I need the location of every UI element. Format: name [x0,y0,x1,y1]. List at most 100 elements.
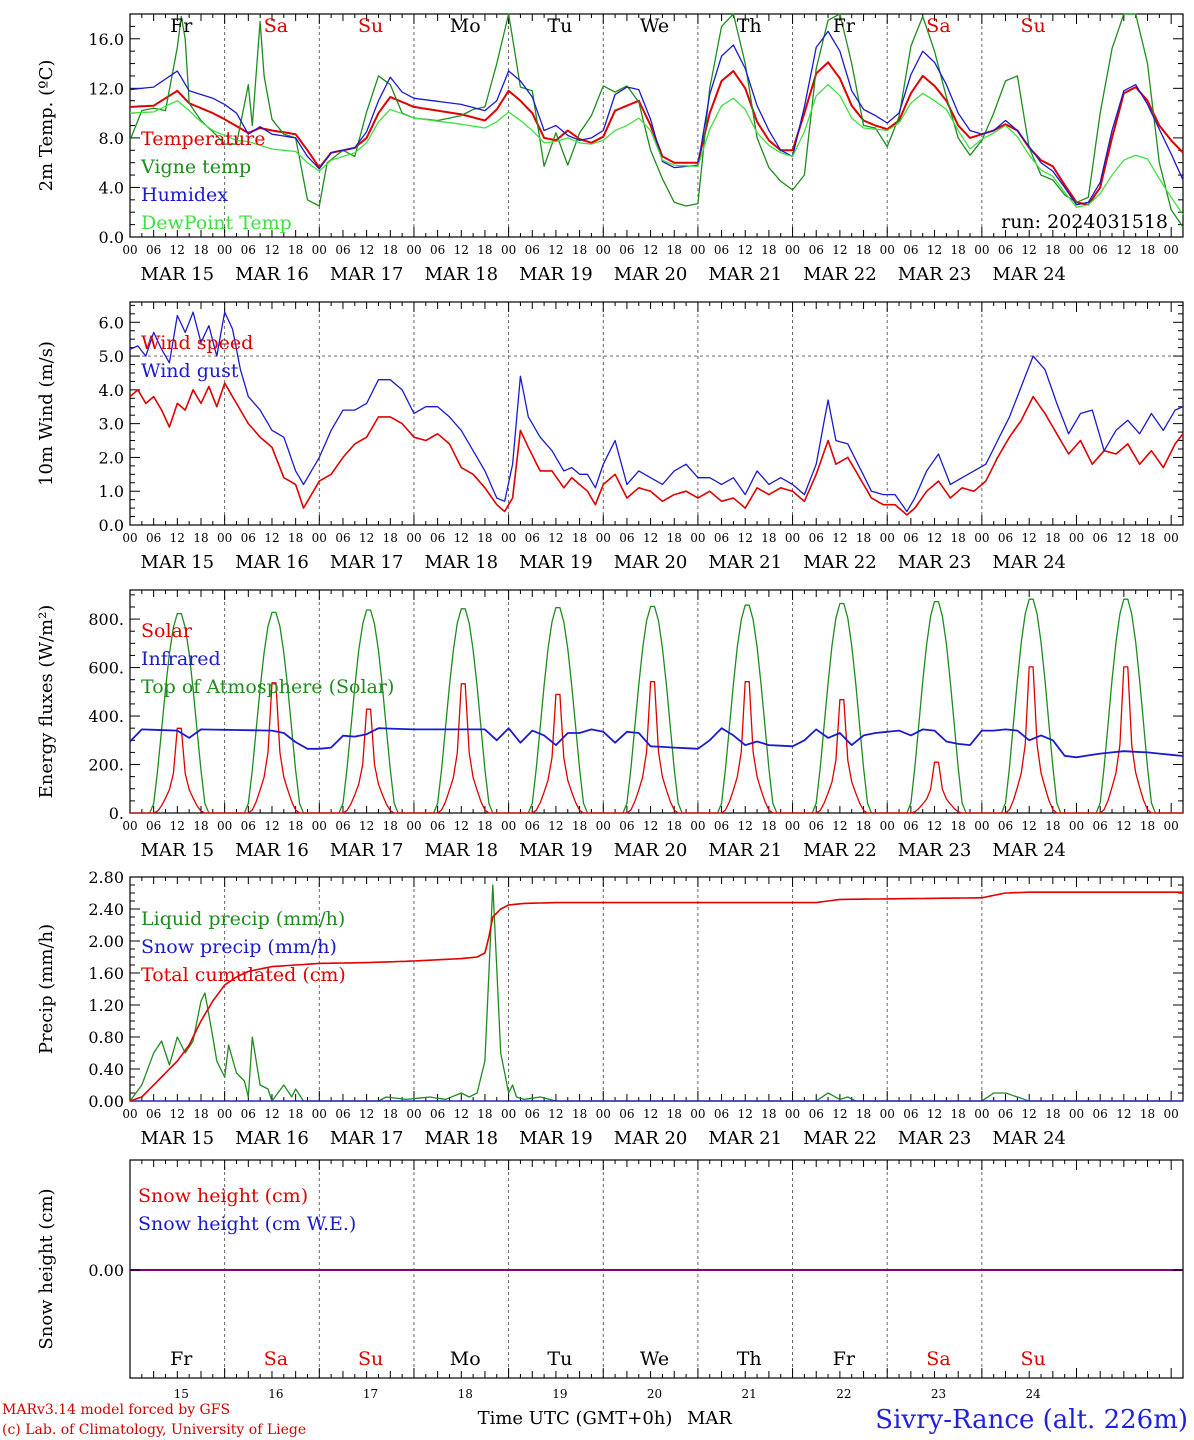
hour-tick-label: 12 [1116,819,1131,833]
panel-snow: Snow height (cm) 0.00 Snow height (cm) Snow… [36,1159,1184,1379]
hour-tick-label: 06 [525,819,540,833]
hour-tick-label: 00 [217,819,232,833]
legend-entry: Infrared [141,648,221,670]
hour-tick-label: 00 [880,819,895,833]
hour-tick-label: 12 [832,1107,847,1121]
day-name-bottom: Tu [547,1348,572,1370]
hour-tick-label: 06 [430,819,445,833]
day-number: 22 [836,1387,851,1401]
hour-tick-label: 18 [1045,243,1060,257]
hour-tick-label: 00 [596,243,611,257]
hour-tick-label: 06 [714,819,729,833]
y-axis-label: Precip (mm/h) [36,924,57,1054]
hour-tick-label: 12 [927,1107,942,1121]
y-tick-label: 400. [88,707,124,726]
hour-tick-label: 18 [951,819,966,833]
legend-entry: Wind speed [141,332,253,354]
hour-tick-label: 18 [761,243,776,257]
hour-tick-label: 12 [264,243,279,257]
date-label: MAR 15 [141,552,215,573]
hour-tick-label: 00 [1164,243,1179,257]
x-axis-month: MAR [687,1408,732,1429]
hour-tick-label: 00 [596,1107,611,1121]
y-tick-label: 0.00 [88,1092,124,1111]
date-label: MAR 19 [519,552,593,573]
hour-tick-label: 12 [738,531,753,545]
date-label: MAR 16 [235,552,309,573]
hour-tick-label: 12 [454,243,469,257]
hour-tick-label: 12 [264,531,279,545]
date-label: MAR 20 [614,1128,688,1149]
hour-tick-label: 18 [1140,819,1155,833]
hour-tick-label: 12 [548,243,563,257]
hour-tick-label: 18 [572,819,587,833]
day-name-top: Su [1021,15,1046,37]
hour-tick-label: 06 [619,243,634,257]
hour-tick-label: 18 [1140,531,1155,545]
date-label: MAR 22 [803,552,877,573]
date-label: MAR 18 [424,840,498,861]
hour-tick-label: 18 [288,531,303,545]
hour-tick-label: 12 [170,243,185,257]
hour-tick-label: 06 [335,531,350,545]
day-name-bottom: Th [737,1348,762,1370]
hour-tick-label: 12 [738,1107,753,1121]
day-name-top: Sa [264,15,288,37]
day-name-top: We [640,15,669,37]
hour-tick-label: 18 [383,1107,398,1121]
legend-entry: Snow height (cm W.E.) [138,1213,356,1235]
day-name-top: Mo [450,15,481,37]
day-number: 18 [458,1387,473,1401]
day-name-top: Sa [926,15,950,37]
hour-tick-label: 18 [288,819,303,833]
hour-tick-label: 00 [974,819,989,833]
series-line-total-cumulated-cm- [129,891,1183,1102]
hour-tick-label: 18 [383,819,398,833]
y-tick-label: 4.0 [99,178,124,197]
run-label: run: 2024031518 [1001,211,1168,233]
hour-tick-label: 18 [572,531,587,545]
hour-tick-label: 00 [880,243,895,257]
hour-tick-label: 12 [1116,531,1131,545]
hour-tick-label: 00 [690,1107,705,1121]
hour-tick-label: 00 [690,819,705,833]
hour-tick-label: 00 [785,531,800,545]
date-label: MAR 18 [424,552,498,573]
legend-entry: Total cumulated (cm) [141,964,346,986]
day-name-top: Th [737,15,762,37]
date-label: MAR 16 [235,840,309,861]
plot-frame [129,301,1184,526]
hour-tick-label: 12 [643,243,658,257]
hour-tick-label: 00 [1069,243,1084,257]
hour-tick-label: 00 [406,531,421,545]
hour-tick-label: 18 [667,531,682,545]
hour-tick-label: 00 [1164,1107,1179,1121]
hour-tick-label: 06 [146,819,161,833]
y-tick-label: 1.0 [99,482,124,501]
y-tick-label: 2.0 [99,448,124,467]
hour-tick-label: 12 [1022,1107,1037,1121]
hour-tick-label: 06 [430,1107,445,1121]
y-tick-label: 8.0 [99,129,124,148]
hour-tick-label: 18 [761,1107,776,1121]
day-number: 23 [931,1387,946,1401]
hour-tick-label: 06 [335,819,350,833]
hour-tick-label: 00 [596,819,611,833]
date-label: MAR 22 [803,264,877,285]
hour-tick-label: 18 [761,531,776,545]
hour-tick-label: 18 [1045,819,1060,833]
hour-tick-label: 00 [1164,531,1179,545]
hour-tick-label: 00 [217,1107,232,1121]
y-tick-label: 2.00 [88,932,124,951]
hour-tick-label: 06 [146,243,161,257]
hour-tick-label: 06 [241,819,256,833]
hour-tick-label: 00 [974,1107,989,1121]
hour-tick-label: 06 [809,243,824,257]
hour-tick-label: 00 [1069,819,1084,833]
hour-tick-label: 18 [477,1107,492,1121]
hour-tick-label: 06 [998,819,1013,833]
y-tick-label: 3.0 [99,415,124,434]
hour-tick-label: 06 [809,819,824,833]
hour-tick-label: 12 [170,531,185,545]
hour-tick-label: 00 [785,1107,800,1121]
